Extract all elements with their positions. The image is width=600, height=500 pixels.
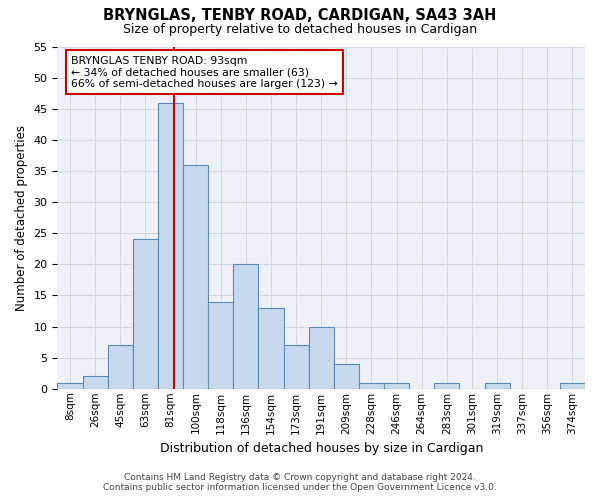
Text: Size of property relative to detached houses in Cardigan: Size of property relative to detached ho… (123, 22, 477, 36)
Bar (308, 326, 334, 389)
Text: BRYNGLAS, TENBY ROAD, CARDIGAN, SA43 3AH: BRYNGLAS, TENBY ROAD, CARDIGAN, SA43 3AH (103, 8, 497, 22)
Y-axis label: Number of detached properties: Number of detached properties (15, 124, 28, 310)
Bar (359, 382, 384, 389)
Bar (384, 382, 409, 389)
Bar (485, 382, 509, 389)
Bar (158, 102, 183, 389)
X-axis label: Distribution of detached houses by size in Cardigan: Distribution of detached houses by size … (160, 442, 483, 455)
Bar (133, 240, 158, 389)
Text: Contains HM Land Registry data © Crown copyright and database right 2024.
Contai: Contains HM Land Registry data © Crown c… (103, 473, 497, 492)
Bar (284, 345, 308, 389)
Bar (434, 382, 460, 389)
Bar (334, 364, 359, 389)
Bar (58, 382, 83, 389)
Bar (83, 376, 107, 389)
Bar (233, 264, 259, 389)
Bar (208, 302, 233, 389)
Bar (560, 382, 585, 389)
Bar (183, 164, 208, 389)
Text: BRYNGLAS TENBY ROAD: 93sqm
← 34% of detached houses are smaller (63)
66% of semi: BRYNGLAS TENBY ROAD: 93sqm ← 34% of deta… (71, 56, 338, 89)
Bar (259, 308, 284, 389)
Bar (107, 345, 133, 389)
